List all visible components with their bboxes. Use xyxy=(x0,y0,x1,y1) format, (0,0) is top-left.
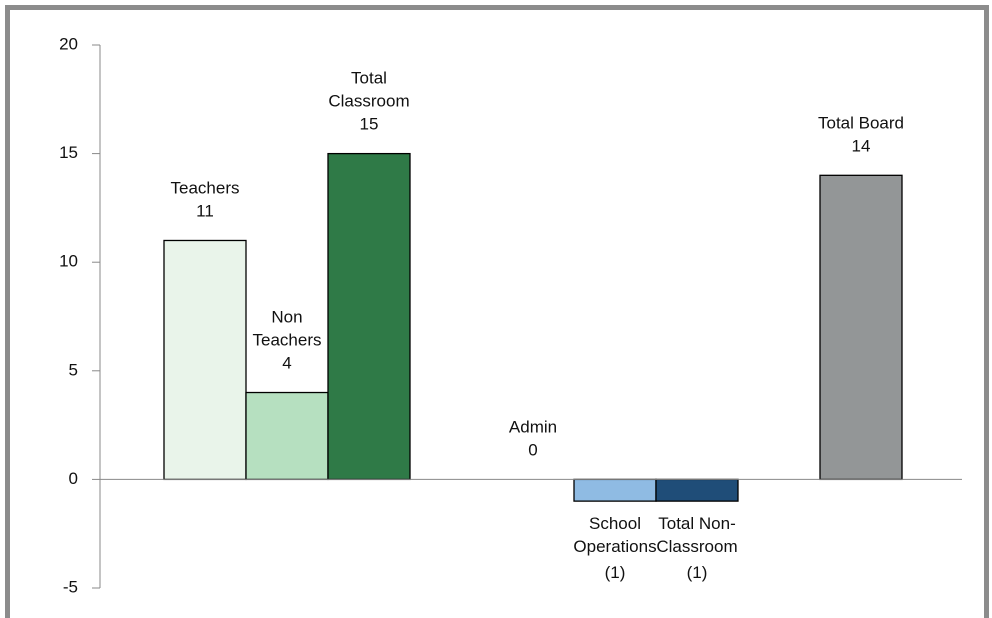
bar xyxy=(327,152,411,481)
category-label: Non xyxy=(271,308,302,327)
category-label: School xyxy=(589,515,641,534)
value-label: 0 xyxy=(528,441,537,460)
category-label: Total xyxy=(351,69,387,88)
value-label: 11 xyxy=(196,202,214,221)
category-label: Teachers xyxy=(253,331,322,350)
frame xyxy=(5,5,989,618)
value-label: (1) xyxy=(605,564,626,583)
y-tick-label: -5 xyxy=(63,577,78,596)
category-label: Admin xyxy=(509,418,557,437)
y-tick-label: 15 xyxy=(59,143,78,162)
bar-label: School Operations (1) xyxy=(573,515,656,583)
category-label: Total Non- xyxy=(658,515,735,534)
category-label: Classroom xyxy=(328,92,409,111)
bar-label: Teachers 11 xyxy=(171,179,240,221)
bar xyxy=(573,478,657,502)
bar xyxy=(163,239,247,481)
bar-label: Total Classroom 15 xyxy=(328,69,409,134)
category-label: Total Board xyxy=(818,114,904,133)
value-label: 15 xyxy=(360,115,379,134)
category-label: Operations xyxy=(573,538,656,557)
bar xyxy=(655,478,739,502)
bar-label: Total Non- Classroom (1) xyxy=(656,515,737,583)
bar-label: Total Board 14 xyxy=(818,114,904,156)
category-label: Classroom xyxy=(656,538,737,557)
y-tick-label: 20 xyxy=(59,34,78,53)
y-tick-label: 10 xyxy=(59,252,78,271)
bar-label: Non Teachers 4 xyxy=(253,308,322,373)
value-label: 4 xyxy=(282,354,291,373)
value-label: (1) xyxy=(687,564,708,583)
bar xyxy=(819,174,903,481)
category-label: Teachers xyxy=(171,179,240,198)
value-label: 14 xyxy=(852,137,871,156)
bar-label: Admin 0 xyxy=(509,418,557,460)
y-tick-label: 5 xyxy=(69,360,78,379)
y-tick-label: 0 xyxy=(69,469,78,488)
bar xyxy=(245,391,329,481)
